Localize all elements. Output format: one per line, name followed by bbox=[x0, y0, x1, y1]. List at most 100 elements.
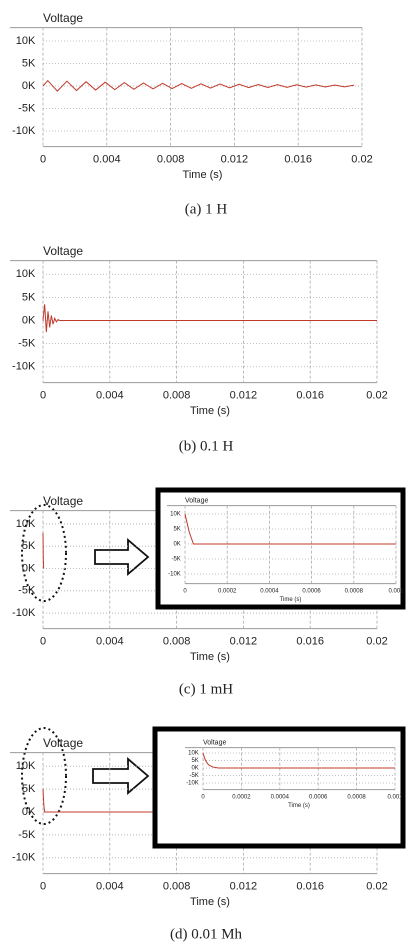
chart: Voltage -10K -5K 0K 5K 10K 0 0.004 0.008 0.012 0.0… bbox=[10, 11, 373, 181]
series-line bbox=[42, 79, 355, 92]
chart-title: Voltage bbox=[43, 244, 83, 258]
series-line bbox=[184, 513, 396, 545]
x-tick-label: 0.012 bbox=[230, 636, 258, 648]
y-tick-label: 0K bbox=[22, 562, 36, 574]
x-tick-label: 0.0008 bbox=[345, 588, 364, 594]
y-tick-label: 0K bbox=[22, 806, 36, 818]
y-tick-label: 5K bbox=[22, 783, 36, 795]
y-tick-label: 5K bbox=[22, 291, 36, 303]
chart-title: Voltage bbox=[43, 494, 83, 508]
y-tick-label: 10K bbox=[16, 760, 36, 772]
x-axis-label: Time (s) bbox=[190, 651, 230, 663]
y-tick-label: 5K bbox=[22, 57, 36, 69]
x-axis-label: Time (s) bbox=[183, 169, 223, 181]
x-axis-label: Time (s) bbox=[288, 803, 310, 809]
y-tick-label: -5K bbox=[189, 773, 198, 779]
x-tick-label: 0 bbox=[201, 794, 205, 800]
chart-title: Voltage bbox=[43, 736, 83, 750]
x-tick-label: 0.001 bbox=[387, 794, 403, 800]
x-tick-label: 0 bbox=[40, 154, 46, 166]
chart: Voltage -10K -5K 0K 5K 10K 0 0.0002 0.0004 0.0006… bbox=[167, 498, 404, 603]
x-tick-label: 0.004 bbox=[96, 636, 124, 648]
x-tick-label: 0.02 bbox=[351, 154, 372, 166]
y-tick-label: 0K bbox=[22, 314, 36, 326]
x-tick-label: 0.0006 bbox=[309, 794, 328, 800]
x-tick-label: 0 bbox=[40, 390, 46, 402]
x-axis-label: Time (s) bbox=[280, 597, 302, 603]
x-tick-label: 0.0004 bbox=[260, 588, 279, 594]
chart: Voltage -10K -5K 0K 5K 10K 0 0.004 0.008 0.012 0.0… bbox=[10, 244, 388, 417]
series-line bbox=[202, 752, 395, 769]
y-tick-label: 5K bbox=[173, 527, 180, 533]
y-tick-label: -5K bbox=[18, 585, 36, 597]
y-tick-label: 0K bbox=[191, 766, 198, 772]
y-tick-label: -10K bbox=[168, 572, 181, 578]
y-tick-label: -10K bbox=[12, 361, 36, 373]
chart-title: Voltage bbox=[185, 498, 208, 505]
y-tick-label: 5K bbox=[191, 758, 198, 764]
y-tick-label: 0K bbox=[22, 80, 36, 92]
x-tick-label: 0.02 bbox=[366, 881, 387, 893]
x-tick-label: 0.004 bbox=[96, 881, 124, 893]
highlight-ellipse bbox=[21, 727, 67, 825]
x-tick-label: 0.0002 bbox=[218, 588, 237, 594]
x-tick-label: 0.016 bbox=[296, 390, 324, 402]
x-tick-label: 0.008 bbox=[163, 390, 191, 402]
y-tick-label: 10K bbox=[188, 751, 199, 757]
caption: (b) 0.1 H bbox=[179, 438, 234, 454]
highlight-ellipse bbox=[21, 504, 67, 602]
inset-frame bbox=[152, 726, 406, 849]
x-tick-label: 0.004 bbox=[96, 390, 124, 402]
x-tick-label: 0.008 bbox=[163, 636, 191, 648]
x-axis-label: Time (s) bbox=[190, 405, 230, 417]
y-tick-label: 10K bbox=[16, 35, 36, 47]
y-tick-label: 10K bbox=[16, 518, 36, 530]
x-tick-label: 0.0004 bbox=[271, 794, 290, 800]
x-tick-label: 0.012 bbox=[230, 390, 258, 402]
chart-title: Voltage bbox=[43, 11, 83, 25]
y-tick-label: -10K bbox=[186, 781, 199, 787]
x-tick-label: 0.016 bbox=[296, 636, 324, 648]
x-tick-label: 0.02 bbox=[366, 636, 387, 648]
y-tick-label: -5K bbox=[171, 557, 180, 563]
x-tick-label: 0.012 bbox=[230, 881, 258, 893]
y-tick-label: 5K bbox=[22, 540, 36, 552]
caption: (d) 0.01 Mh bbox=[170, 926, 243, 942]
x-axis-label: Time (s) bbox=[190, 896, 230, 908]
y-tick-label: -10K bbox=[12, 852, 36, 864]
x-tick-label: 0 bbox=[40, 636, 46, 648]
x-tick-label: 0.012 bbox=[221, 154, 249, 166]
x-tick-label: 0.008 bbox=[163, 881, 191, 893]
x-tick-label: 0.0006 bbox=[302, 588, 321, 594]
y-tick-label: -10K bbox=[12, 607, 36, 619]
x-tick-label: 0.004 bbox=[93, 154, 121, 166]
series-line bbox=[42, 532, 45, 569]
y-tick-label: 10K bbox=[16, 268, 36, 280]
x-tick-label: 0.0002 bbox=[232, 794, 251, 800]
caption: (c) 1 mH bbox=[179, 681, 233, 697]
y-tick-label: 10K bbox=[170, 512, 181, 518]
chart: Voltage -10K -5K 0K 5K 10K 0 0.004 0.008 0.012 0.0… bbox=[10, 494, 388, 663]
x-tick-label: 0.008 bbox=[157, 154, 185, 166]
x-tick-label: 0 bbox=[183, 588, 187, 594]
y-tick-label: -5K bbox=[18, 829, 36, 841]
series-line bbox=[42, 304, 377, 333]
inset-frame bbox=[155, 487, 406, 610]
x-tick-label: 0 bbox=[40, 881, 46, 893]
arrow bbox=[94, 538, 150, 576]
y-tick-label: -5K bbox=[18, 338, 36, 350]
y-tick-label: 0K bbox=[173, 542, 180, 548]
x-tick-label: 0.02 bbox=[366, 390, 387, 402]
x-tick-label: 0.001 bbox=[388, 588, 404, 594]
y-tick-label: -10K bbox=[12, 125, 36, 137]
y-tick-label: -5K bbox=[18, 102, 36, 114]
x-tick-label: 0.016 bbox=[284, 154, 312, 166]
x-tick-label: 0.0008 bbox=[347, 794, 366, 800]
arrow bbox=[92, 757, 150, 795]
caption: (a) 1 H bbox=[185, 201, 228, 217]
x-tick-label: 0.016 bbox=[296, 881, 324, 893]
